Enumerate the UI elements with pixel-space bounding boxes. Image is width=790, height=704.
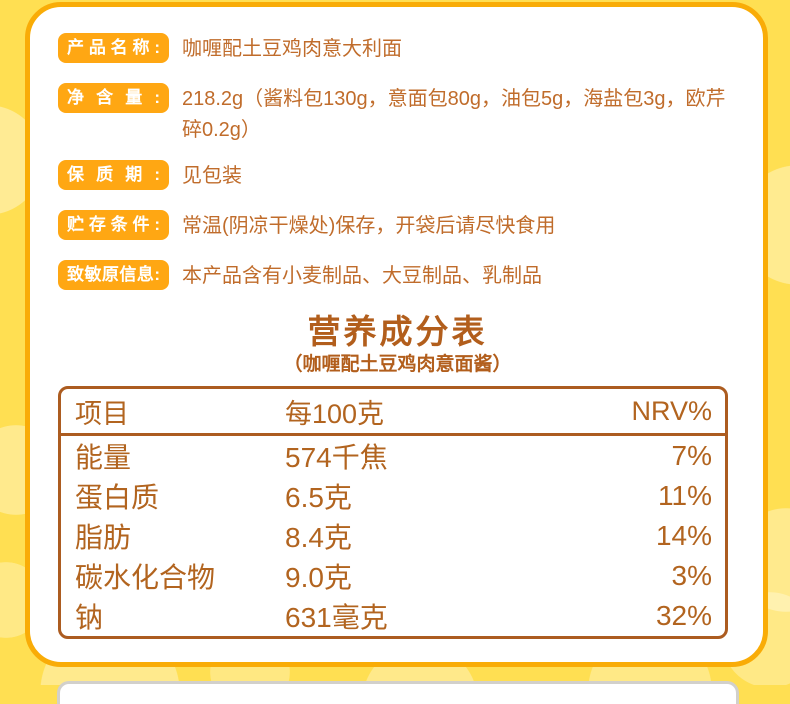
header-per-100g: 每100克 [285, 398, 385, 429]
shelf-life-value: 见包装 [182, 165, 242, 187]
table-row-protein: 蛋白质 6.5克 11% [61, 476, 725, 516]
nutrition-table-header: 项目 每100克 NRV% [61, 389, 725, 436]
net-content-label: 净含量: [67, 88, 160, 107]
product-info-card-content: 产品名称: 咖喱配土豆鸡肉意大利面 净含量: 218.2g（酱料包130g，意面… [30, 7, 763, 639]
row-amount: 8.4克 [285, 522, 352, 553]
shelf-life-badge: 保质期: [58, 160, 169, 190]
table-row-energy: 能量 574千焦 7% [61, 436, 725, 476]
header-nrv: NRV% [631, 395, 712, 426]
row-amount: 9.0克 [285, 562, 352, 593]
row-label: 脂肪 [75, 522, 132, 553]
nutrition-table: 项目 每100克 NRV% 能量 574千焦 7% 蛋白质 6.5克 11% 脂… [58, 386, 728, 639]
row-label: 能量 [75, 442, 132, 473]
product-name-label: 产品名称: [67, 38, 160, 57]
nutrition-subtitle: （咖喱配土豆鸡肉意面酱） [283, 354, 512, 375]
row-nrv: 7% [671, 440, 712, 471]
table-row-fat: 脂肪 8.4克 14% [61, 516, 725, 556]
row-amount: 631毫克 [285, 602, 388, 633]
row-label: 钠 [75, 602, 104, 633]
row-label: 蛋白质 [75, 482, 160, 513]
product-name-row: 产品名称: 咖喱配土豆鸡肉意大利面 [58, 33, 737, 65]
product-info-card: 产品名称: 咖喱配土豆鸡肉意大利面 净含量: 218.2g（酱料包130g，意面… [25, 2, 768, 667]
header-item: 项目 [75, 398, 129, 429]
allergen-label: 致敏原信息: [67, 265, 160, 284]
shelf-life-row: 保质期: 见包装 [58, 160, 737, 192]
net-content-row: 净含量: 218.2g（酱料包130g，意面包80g，油包5g，海盐包3g，欧芹… [58, 83, 737, 146]
row-nrv: 11% [658, 480, 712, 511]
net-content-badge: 净含量: [58, 83, 169, 113]
shelf-life-label: 保质期: [67, 165, 160, 184]
row-nrv: 14% [655, 520, 712, 551]
storage-label: 贮存条件: [67, 215, 160, 234]
table-row-carbohydrate: 碳水化合物 9.0克 3% [61, 556, 725, 596]
storage-badge: 贮存条件: [58, 210, 169, 240]
row-label: 碳水化合物 [75, 562, 216, 593]
row-amount: 574千焦 [285, 442, 388, 473]
storage-row: 贮存条件: 常温(阴凉干燥处)保存，开袋后请尽快食用 [58, 210, 737, 242]
product-name-badge: 产品名称: [58, 33, 169, 63]
product-name-value: 咖喱配土豆鸡肉意大利面 [182, 38, 402, 60]
nutrition-table-body: 能量 574千焦 7% 蛋白质 6.5克 11% 脂肪 8.4克 14% 碳水化… [61, 436, 725, 636]
next-card-peek [57, 681, 739, 704]
row-nrv: 32% [655, 600, 712, 631]
table-row-sodium: 钠 631毫克 32% [61, 596, 725, 636]
net-content-value: 218.2g（酱料包130g，意面包80g，油包5g，海盐包3g，欧芹碎0.2g… [182, 88, 726, 141]
row-amount: 6.5克 [285, 482, 352, 513]
allergen-badge: 致敏原信息: [58, 260, 169, 290]
storage-value: 常温(阴凉干燥处)保存，开袋后请尽快食用 [182, 215, 556, 237]
allergen-value: 本产品含有小麦制品、大豆制品、乳制品 [182, 265, 542, 287]
row-nrv: 3% [671, 560, 712, 591]
nutrition-title: 营养成分表 [307, 313, 488, 350]
allergen-row: 致敏原信息: 本产品含有小麦制品、大豆制品、乳制品 [58, 260, 737, 292]
